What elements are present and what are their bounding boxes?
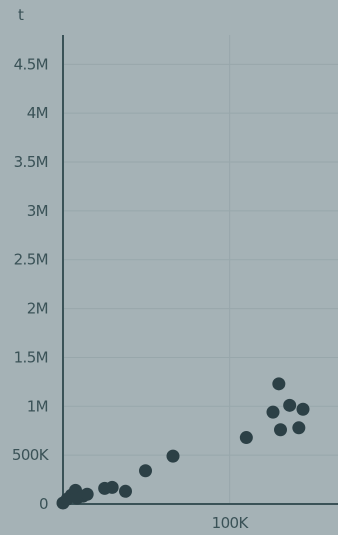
data-point bbox=[272, 377, 286, 391]
data-point bbox=[296, 402, 310, 416]
y-axis-title: t bbox=[18, 6, 24, 24]
data-point bbox=[292, 421, 306, 435]
y-tick-label: 500K bbox=[12, 446, 50, 464]
data-points bbox=[56, 377, 310, 510]
x-tick-label: 100K bbox=[212, 514, 250, 532]
data-point bbox=[139, 464, 152, 478]
data-point bbox=[239, 431, 253, 445]
data-point bbox=[80, 487, 94, 501]
y-tick-label: 4M bbox=[27, 104, 48, 122]
y-tick-label: 2.5M bbox=[14, 251, 48, 269]
y-tick-label: 2M bbox=[27, 300, 48, 318]
data-point bbox=[105, 480, 119, 494]
grid-layer bbox=[63, 35, 338, 504]
data-point bbox=[274, 423, 287, 437]
data-point bbox=[283, 398, 297, 412]
y-tick-label: 3.5M bbox=[14, 153, 48, 171]
y-tick-label: 3M bbox=[27, 202, 48, 220]
data-point bbox=[166, 449, 180, 463]
y-tick-label: 1M bbox=[27, 397, 48, 415]
tick-labels: 0 500K 1M 1.5M 2M 2.5M 3M 3.5M 4M 4.5M 100K bbox=[12, 55, 250, 532]
y-tick-label: 4.5M bbox=[14, 55, 48, 73]
data-point bbox=[119, 484, 132, 498]
y-tick-label: 0 bbox=[39, 495, 48, 513]
axes bbox=[62, 35, 338, 505]
y-tick-label: 1.5M bbox=[14, 348, 48, 366]
data-point bbox=[266, 405, 280, 419]
